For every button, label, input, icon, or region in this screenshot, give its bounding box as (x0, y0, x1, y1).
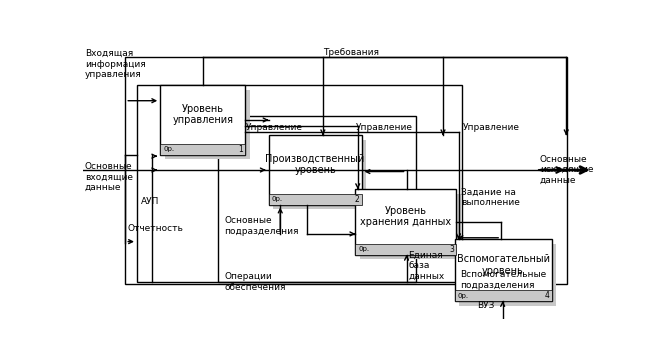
Text: 4: 4 (544, 291, 549, 300)
Text: Управление: Управление (245, 122, 302, 131)
Text: ВУЗ: ВУЗ (477, 301, 494, 310)
Bar (356, 244, 456, 255)
Text: Вспомогательный
уровень: Вспомогательный уровень (457, 254, 549, 276)
Bar (268, 135, 362, 205)
Text: Уровень
хранения данных: Уровень хранения данных (360, 206, 451, 227)
Bar (356, 189, 456, 255)
Text: Задание на
выполнение: Задание на выполнение (461, 188, 520, 207)
Bar (455, 290, 551, 301)
Text: 0р.: 0р. (272, 196, 283, 202)
Bar (455, 239, 551, 301)
Bar (218, 116, 416, 282)
Bar (125, 57, 567, 284)
Text: Основные
входящие
данные: Основные входящие данные (85, 162, 133, 192)
Text: 3: 3 (449, 245, 454, 254)
Text: 0р.: 0р. (163, 146, 175, 152)
Bar (360, 194, 461, 259)
Bar (137, 85, 463, 282)
Bar (459, 244, 556, 305)
Text: Управление: Управление (356, 122, 412, 131)
Text: АУП: АУП (141, 197, 159, 206)
Bar (160, 144, 245, 155)
Text: Отчетность: Отчетность (128, 224, 184, 233)
Bar (160, 85, 245, 155)
Text: Основные
исходящие
данные: Основные исходящие данные (540, 155, 594, 184)
Text: Требования: Требования (323, 48, 379, 57)
Text: Производственный
уровень: Производственный уровень (266, 154, 365, 175)
Text: 0р.: 0р. (358, 246, 369, 252)
Text: Уровень
управления: Уровень управления (173, 104, 233, 125)
Text: 2: 2 (354, 195, 360, 204)
Text: Операции
обеспечения: Операции обеспечения (225, 272, 286, 292)
Text: Основные
подразделения: Основные подразделения (225, 216, 299, 236)
Text: 0р.: 0р. (457, 292, 469, 299)
Text: Входящая
информация
управления: Входящая информация управления (85, 49, 145, 79)
Text: 1: 1 (239, 145, 243, 154)
Text: Вспомогательные
подразделения: Вспомогательные подразделения (460, 270, 546, 290)
Text: Единая
база
данных: Единая база данных (408, 251, 444, 281)
Bar (268, 194, 362, 205)
Text: Управление: Управление (463, 122, 520, 131)
Bar (165, 90, 250, 159)
Bar (273, 140, 366, 209)
